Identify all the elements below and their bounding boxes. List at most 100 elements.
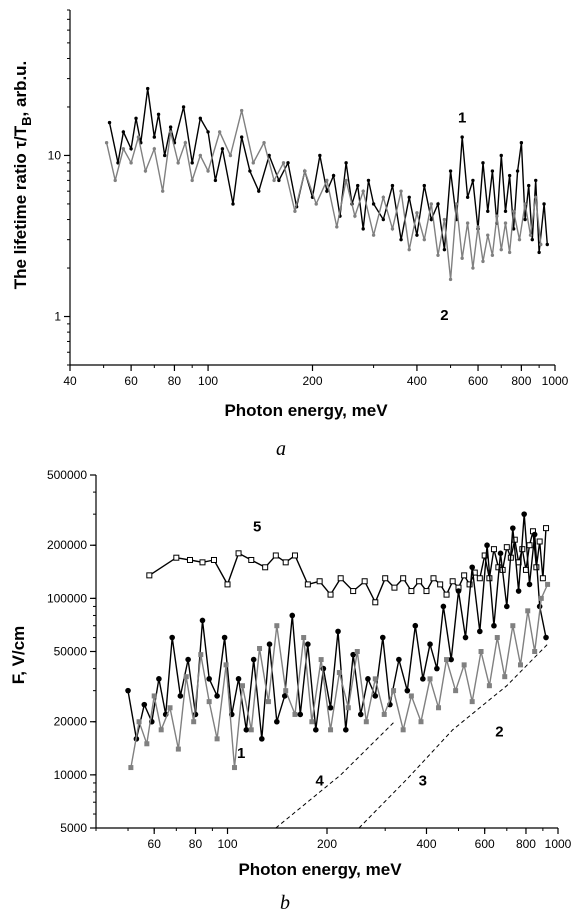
chart-a-y-tick-label: 10 [48, 148, 62, 162]
chart-a-series-2-point [448, 277, 453, 282]
chart-a-series-2-point [325, 178, 329, 183]
chart-a-x-tick-label: 40 [63, 374, 77, 388]
chart-a-series-1-point [515, 169, 520, 173]
chart-b-series-2-point [192, 711, 199, 718]
chart-a-marks: 12 [104, 86, 549, 324]
chart-b-series-1-point [224, 581, 231, 588]
chart-a-series-2-point [429, 202, 433, 206]
chart-b-series-3-point [136, 719, 142, 725]
chart-b-series-2-point [235, 676, 242, 682]
chart-a-series-2-point [422, 237, 426, 242]
chart-b-series-3-point [478, 649, 484, 654]
chart-a-series-1-point [422, 183, 426, 188]
chart-a-xlabel: Photon energy, meV [224, 401, 388, 420]
chart-b-series-3-point [453, 688, 459, 694]
chart-a-series-1-point [318, 153, 322, 158]
chart-b-series-3-point [486, 683, 492, 689]
chart-b-curve-label: 4 [315, 773, 324, 790]
chart-b-series-3-line [130, 584, 549, 768]
chart-b-series-2-point [412, 622, 419, 629]
chart-a-series-1-point [481, 161, 485, 165]
chart-a-series-2-point [113, 178, 117, 183]
chart-a-series-1-point [503, 209, 508, 214]
chart-b-series-1-point [282, 559, 289, 566]
chart-a-series-1-point [156, 112, 161, 117]
chart-b-series-1-point [391, 584, 398, 591]
chart-b-series-2-point [521, 511, 527, 517]
chart-a-series-2-point [481, 259, 485, 264]
chart-a-series-1-point [286, 161, 290, 165]
chart-b-series-1-point [400, 575, 407, 582]
chart-a-series-1-point [442, 247, 447, 252]
chart-a-series-1-point [381, 217, 386, 222]
chart-b-series-2-point [289, 612, 296, 619]
chart-a-series-1-point [121, 130, 126, 134]
chart-panel-b: 5 1 4 3 2 60 80 100 200 400 600 800 1000 5000 10000 20… [9, 468, 571, 914]
chart-a-series-2-point [507, 250, 512, 255]
chart-a-series-2-point [104, 141, 109, 145]
chart-b-series-3-point [128, 765, 134, 771]
chart-b-series-1-point [372, 599, 379, 606]
chart-a-series-1-point [507, 173, 512, 178]
chart-a-series-2-point [129, 161, 133, 165]
chart-a-curve-label: 1 [458, 110, 466, 127]
chart-b-series-3-point [538, 595, 544, 601]
chart-b-series-3-point [158, 727, 164, 733]
chart-a-series-1-point [460, 135, 464, 139]
chart-b-series-3-point [427, 676, 433, 682]
chart-a-series-2-point [217, 130, 222, 134]
chart-b-series-3-point [167, 705, 173, 711]
chart-a-series-2-point [293, 209, 297, 214]
chart-b-curve-label: 1 [237, 745, 245, 762]
chart-b-series-3-point [318, 657, 324, 663]
chart-a-series-1-point [220, 147, 225, 151]
chart-a-series-2-point [539, 242, 543, 247]
chart-b-series-2-point [497, 550, 504, 557]
chart-a-series-2-point [160, 189, 165, 193]
chart-a-x-tick-label: 60 [124, 374, 138, 388]
chart-a-series-2-point [353, 214, 357, 218]
chart-b-series-3-point [545, 581, 551, 587]
chart-a-series-2-point [239, 108, 244, 113]
chart-b-series-1-point [423, 588, 430, 595]
chart-b-series-2-point [156, 676, 162, 682]
chart-a-series-2-point [460, 256, 464, 260]
chart-b-series-2-point [214, 693, 220, 699]
chart-b-series-3-point [336, 670, 342, 676]
chart-a-series-1-point [361, 227, 365, 231]
chart-a-series-1-point [331, 173, 336, 178]
chart-a-series-2-point [335, 225, 339, 229]
chart-b-series-2-point [448, 656, 454, 663]
chart-b-series-2-point [515, 588, 522, 594]
chart-b-series-2-point [259, 736, 265, 742]
chart-a-ylabel-subscript: B [19, 116, 34, 125]
chart-a-series-2-point [228, 153, 233, 158]
chart-b-series-3-point [175, 746, 181, 752]
chart-b-series-3-point [328, 727, 334, 733]
chart-b-series-2-point [477, 628, 483, 635]
chart-b-series-2-point [427, 641, 433, 647]
chart-a-series-1-point [248, 169, 252, 173]
chart-a-series-1-point [277, 178, 281, 183]
chart-b-series-3-point [206, 699, 212, 705]
chart-b-series-3-point [257, 645, 263, 651]
chart-b-series-2-point [491, 622, 497, 629]
chart-b-series-3-point [292, 711, 298, 717]
chart-a-curve-label: 2 [440, 307, 448, 324]
chart-a-series-2-point [523, 202, 527, 206]
chart-b-y-tick-label: 500000 [47, 468, 87, 482]
chart-a-x-tick-label: 100 [198, 374, 218, 388]
chart-a-series-1-point [129, 147, 133, 151]
chart-b-series-3-point [354, 649, 360, 654]
chart-a-series-1-point [448, 169, 453, 173]
chart-b-series-1-point [408, 588, 415, 595]
chart-b-series-2-point [531, 531, 538, 538]
chart-b-series-3-point [363, 719, 369, 725]
chart-a-series-1-point [198, 116, 203, 121]
chart-a-series-1-point [429, 217, 433, 222]
chart-b-series-2-point [350, 651, 356, 658]
chart-b-series-3-point [418, 719, 424, 725]
chart-a-series-1-point [344, 161, 348, 165]
chart-a-series-2-point [262, 141, 266, 145]
